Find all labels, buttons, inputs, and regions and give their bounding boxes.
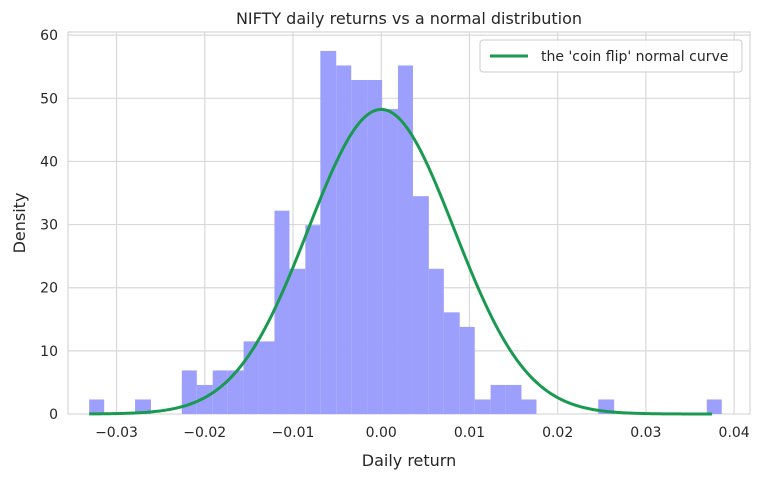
x-tick-label: 0.04 xyxy=(719,425,750,441)
y-tick-label: 40 xyxy=(40,154,58,170)
histogram-bar xyxy=(212,370,228,414)
chart-title: NIFTY daily returns vs a normal distribu… xyxy=(236,9,582,28)
y-tick-labels: 0 10 20 30 40 50 60 xyxy=(40,28,58,423)
x-tick-label: 0.03 xyxy=(630,425,661,441)
x-tick-label: −0.02 xyxy=(183,425,226,441)
histogram-bar xyxy=(320,50,337,415)
y-tick-label: 10 xyxy=(40,344,58,360)
x-tick-label: −0.03 xyxy=(95,425,138,441)
y-tick-label: 30 xyxy=(40,218,58,234)
histogram-bar xyxy=(196,384,213,414)
histogram-bar xyxy=(382,109,398,414)
histogram-bar xyxy=(227,370,244,414)
histogram-bar xyxy=(412,196,429,414)
histogram-bars xyxy=(89,50,722,415)
histogram-bar xyxy=(443,312,460,414)
y-tick-label: 20 xyxy=(40,281,58,297)
legend-box xyxy=(479,39,743,73)
x-tick-labels: −0.03 −0.02 −0.01 0.00 0.01 0.02 0.03 0.04 xyxy=(95,425,750,441)
histogram-bar xyxy=(521,399,537,414)
histogram-bar xyxy=(351,79,368,414)
histogram-bar xyxy=(258,341,275,414)
y-tick-label: 60 xyxy=(40,28,58,44)
y-axis-label: Density xyxy=(10,193,29,254)
histogram-bar xyxy=(474,399,491,414)
legend: the 'coin flip' normal curve xyxy=(479,39,743,73)
histogram-bar xyxy=(89,399,105,414)
histogram-bar xyxy=(706,399,722,414)
x-axis-label: Daily return xyxy=(362,451,457,470)
histogram-bar xyxy=(367,79,383,414)
y-tick-label: 50 xyxy=(40,91,58,107)
histogram-bar xyxy=(459,326,475,414)
histogram-bar xyxy=(428,268,444,414)
y-tick-label: 0 xyxy=(49,407,58,423)
x-tick-label: −0.01 xyxy=(272,425,315,441)
normal-curve-line xyxy=(89,107,713,416)
histogram-bar xyxy=(289,268,306,414)
x-tick-label: 0.01 xyxy=(454,425,485,441)
histogram-bar xyxy=(336,65,352,414)
histogram-bar xyxy=(505,384,522,414)
histogram-bar xyxy=(135,399,151,414)
histogram-bar xyxy=(305,225,321,414)
histogram-bar xyxy=(274,210,290,414)
x-tick-label: 0.00 xyxy=(366,425,397,441)
legend-label: the 'coin flip' normal curve xyxy=(541,49,728,65)
x-tick-label: 0.02 xyxy=(542,425,573,441)
histogram-bar xyxy=(490,384,506,414)
histogram-bar xyxy=(397,65,413,414)
normal-curve-layer xyxy=(89,107,713,416)
